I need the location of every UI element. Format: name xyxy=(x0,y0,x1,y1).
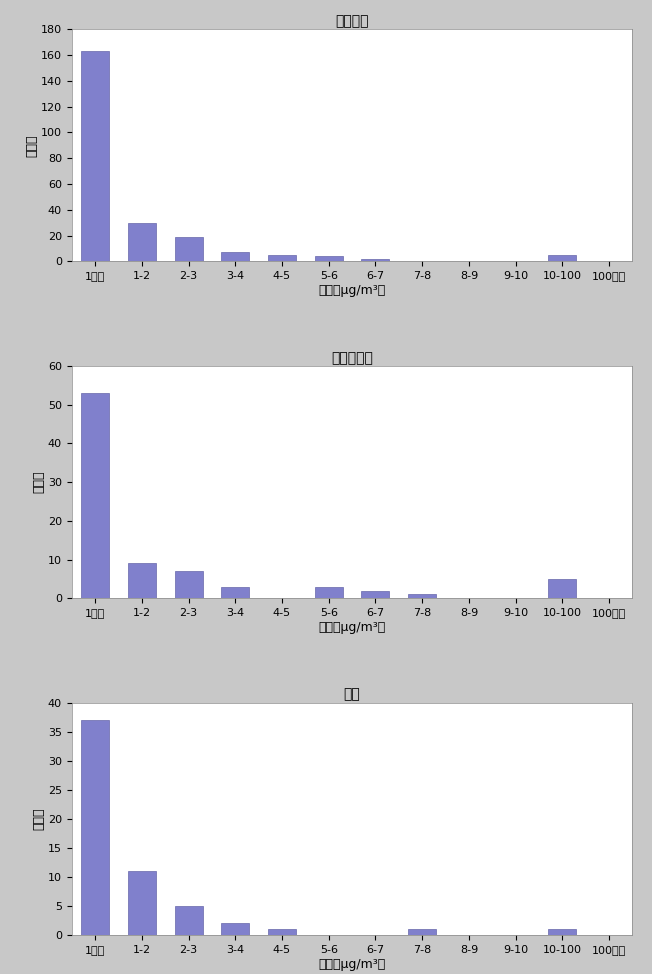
Bar xyxy=(221,923,249,935)
Bar xyxy=(548,255,576,261)
Bar xyxy=(128,871,156,935)
X-axis label: 濃度（μg/m³）: 濃度（μg/m³） xyxy=(318,957,386,970)
Bar xyxy=(221,252,249,261)
Bar xyxy=(81,393,109,598)
Bar xyxy=(315,586,343,598)
Bar xyxy=(361,259,389,261)
Bar xyxy=(128,563,156,598)
X-axis label: 濃度（μg/m³）: 濃度（μg/m³） xyxy=(318,620,386,634)
Y-axis label: 地点数: 地点数 xyxy=(32,807,45,830)
Y-axis label: 地点数: 地点数 xyxy=(25,134,38,157)
Bar xyxy=(548,929,576,935)
Bar xyxy=(128,223,156,261)
Title: 沿道: 沿道 xyxy=(344,688,361,701)
X-axis label: 濃度（μg/m³）: 濃度（μg/m³） xyxy=(318,284,386,297)
Bar xyxy=(268,255,296,261)
Bar xyxy=(81,720,109,935)
Y-axis label: 地点数: 地点数 xyxy=(32,470,45,494)
Bar xyxy=(315,256,343,261)
Bar xyxy=(175,571,203,598)
Bar xyxy=(221,586,249,598)
Bar xyxy=(408,594,436,598)
Bar xyxy=(175,906,203,935)
Bar xyxy=(548,579,576,598)
Bar xyxy=(268,929,296,935)
Title: 発生源周辺: 発生源周辺 xyxy=(331,351,373,365)
Bar xyxy=(361,590,389,598)
Title: 一般環境: 一般環境 xyxy=(335,14,369,28)
Bar xyxy=(408,929,436,935)
Bar xyxy=(175,237,203,261)
Bar xyxy=(81,52,109,261)
